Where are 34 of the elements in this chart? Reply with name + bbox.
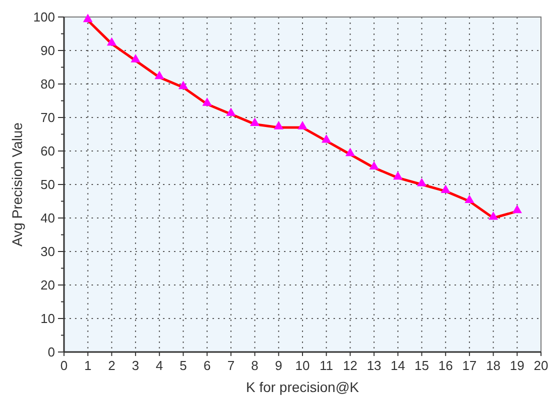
x-axis-title: K for precision@K [246,379,360,395]
y-tick-label: 100 [33,10,55,24]
x-tick-label: 10 [295,358,310,373]
x-tick-label: 1 [84,358,92,373]
y-tick-label: 50 [40,177,55,192]
x-tick-label: 19 [510,358,524,373]
x-tick-label: 2 [108,358,116,373]
x-tick-label: 8 [251,358,258,373]
y-tick-label: 30 [40,244,55,259]
x-tick-label: 20 [534,358,548,373]
y-tick-label: 80 [40,76,55,92]
x-tick-label: 17 [462,358,477,373]
y-tick-label: 90 [40,43,55,58]
x-tick-label: 16 [438,358,453,373]
y-tick-label: 60 [40,144,55,158]
x-tick-label: 4 [156,358,164,373]
y-tick-label: 70 [40,110,55,125]
x-tick-label: 9 [275,358,282,373]
x-tick-label: 3 [132,358,140,373]
y-axis-title: Avg Precision Value [9,122,25,246]
x-tick-label: 7 [227,358,235,373]
y-tick-label: 10 [40,311,55,326]
x-tick-label: 15 [414,358,429,373]
x-tick-label: 12 [342,358,358,373]
x-tick-label: 5 [180,358,187,373]
x-tick-label: 14 [390,358,406,373]
x-tick-label: 18 [486,358,501,373]
y-tick-label: 20 [40,278,55,292]
y-tick-label: 40 [40,210,55,226]
y-tick-label: 0 [48,344,55,360]
x-tick-label: 11 [320,358,334,373]
x-tick-label: 0 [60,358,68,373]
x-tick-label: 6 [203,358,211,373]
x-tick-label: 13 [366,358,382,373]
